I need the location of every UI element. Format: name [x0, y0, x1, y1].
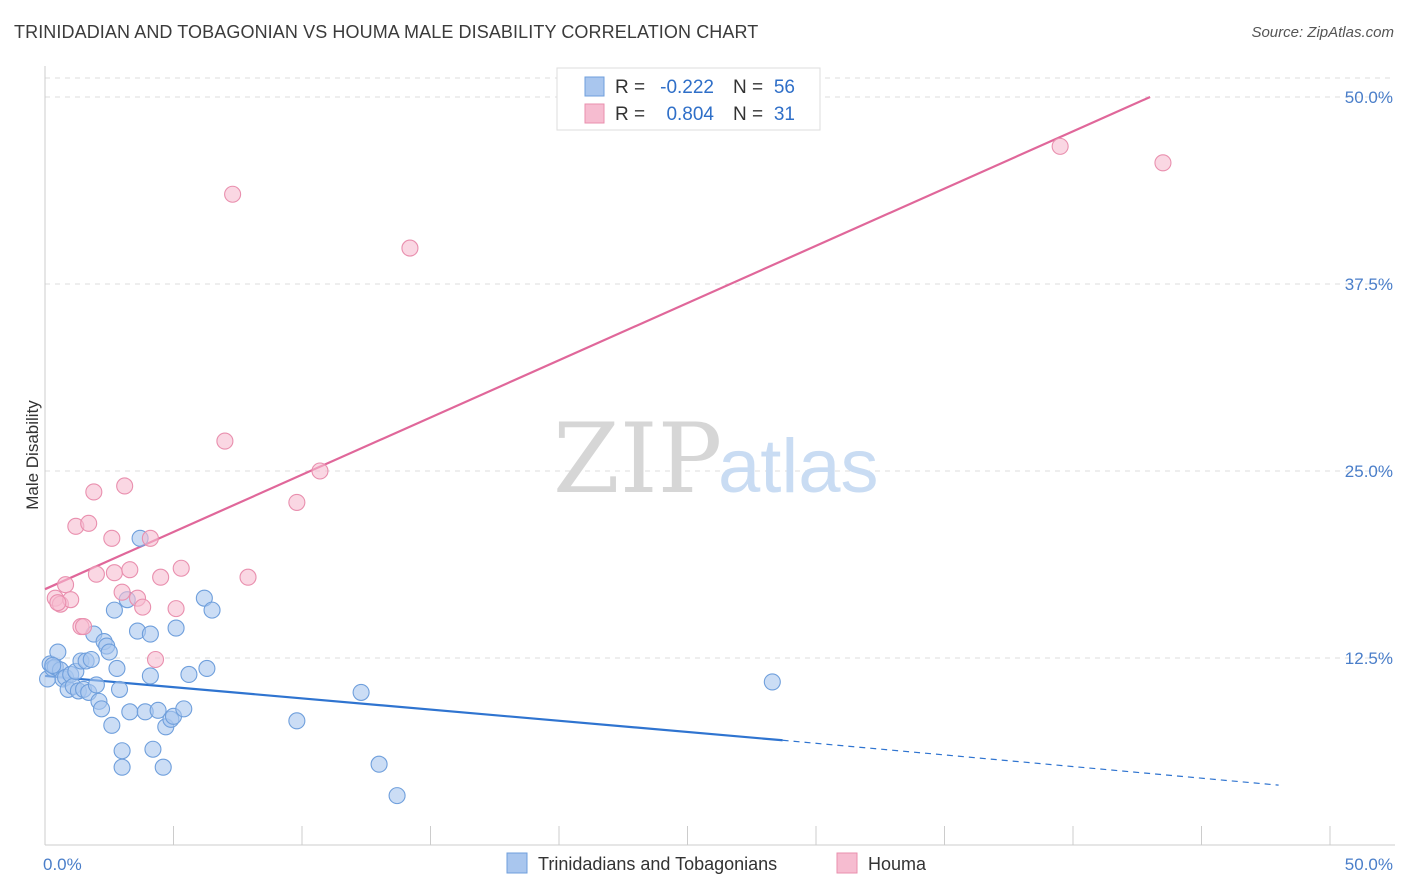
point-houma: [401, 239, 419, 257]
watermark-atlas: atlas: [718, 424, 879, 509]
legend-r-value: 0.804: [666, 104, 714, 125]
point-houma: [288, 493, 306, 511]
trend-line-trinidadians: [44, 674, 783, 742]
point-houma: [152, 568, 170, 586]
point-trinidadians: [105, 601, 123, 619]
point-trinidadians: [203, 601, 221, 619]
legend-box: R = -0.222 N = 56 R = 0.804 N = 31: [556, 67, 821, 131]
point-trinidadians: [175, 700, 193, 718]
legend-r-value: -0.222: [660, 77, 714, 98]
legend-n-value: 31: [774, 104, 795, 125]
point-houma: [49, 594, 67, 612]
legend-n-label: N =: [733, 104, 763, 125]
legend-r-label: R =: [615, 77, 645, 98]
point-trinidadians: [288, 712, 306, 730]
legend-swatch: [584, 76, 605, 97]
point-houma: [216, 432, 234, 450]
point-trinidadians: [100, 643, 118, 661]
bottom-legend-label: Trinidadians and Tobagonians: [538, 854, 777, 874]
bottom-legend: Trinidadians and Tobagonians Houma: [506, 852, 927, 874]
point-trinidadians: [92, 700, 111, 718]
point-houma: [1154, 154, 1172, 172]
point-houma: [113, 583, 131, 601]
point-trinidadians: [370, 755, 388, 773]
legend-swatch: [584, 103, 605, 124]
point-houma: [141, 529, 159, 547]
trend-line-houma: [44, 95, 1151, 591]
x-tick-label-max: 50.0%: [1345, 855, 1393, 874]
point-trinidadians: [87, 676, 105, 694]
y-tick-label: 50.0%: [1345, 88, 1393, 107]
legend-r-label: R =: [615, 104, 645, 125]
point-houma: [116, 477, 134, 495]
point-trinidadians: [167, 619, 185, 637]
point-houma: [224, 185, 242, 203]
point-houma: [87, 565, 105, 583]
point-trinidadians: [108, 659, 126, 678]
legend-n-value: 56: [774, 77, 795, 98]
point-houma: [172, 559, 190, 577]
y-tick-label: 37.5%: [1345, 275, 1393, 294]
point-houma: [80, 514, 98, 532]
point-houma: [75, 618, 93, 636]
point-trinidadians: [103, 716, 121, 734]
point-trinidadians: [110, 680, 129, 698]
point-trinidadians: [352, 683, 370, 701]
point-houma: [146, 650, 165, 669]
point-houma: [103, 529, 121, 547]
trend-lines: [44, 95, 1279, 786]
point-trinidadians: [113, 742, 131, 760]
point-houma: [167, 600, 185, 618]
point-houma: [85, 483, 103, 501]
point-houma: [1051, 137, 1069, 155]
point-trinidadians: [180, 665, 198, 684]
point-trinidadians: [388, 787, 406, 805]
point-houma: [239, 568, 257, 586]
y-tick-label: 12.5%: [1345, 649, 1393, 668]
point-houma: [134, 598, 152, 616]
point-houma: [121, 561, 139, 579]
point-trinidadians: [144, 740, 162, 758]
bottom-legend-label: Houma: [868, 854, 927, 874]
watermark-zip: ZIP: [553, 403, 722, 515]
point-trinidadians: [154, 758, 172, 776]
x-tick-label-min: 0.0%: [43, 855, 82, 874]
axes: [44, 66, 1395, 846]
point-trinidadians: [121, 703, 139, 721]
point-trinidadians: [149, 701, 167, 719]
point-trinidadians: [141, 667, 159, 685]
point-trinidadians: [82, 650, 100, 669]
chart-title: TRINIDADIAN AND TOBAGONIAN VS HOUMA MALE…: [14, 22, 759, 42]
point-trinidadians: [44, 656, 62, 675]
point-houma: [57, 576, 75, 594]
point-houma: [105, 564, 123, 582]
point-trinidadians: [763, 673, 781, 691]
point-trinidadians: [113, 758, 131, 776]
trend-line-trinidadians-extension: [782, 739, 1279, 786]
bottom-legend-swatch: [506, 852, 528, 874]
point-trinidadians: [198, 659, 216, 678]
chart-source: Source: ZipAtlas.com: [1251, 24, 1394, 41]
legend-n-label: N =: [733, 77, 763, 98]
point-houma: [311, 462, 329, 480]
point-trinidadians: [195, 589, 213, 607]
y-tick-label: 25.0%: [1345, 462, 1393, 481]
data-points: [39, 137, 1172, 805]
point-trinidadians: [141, 625, 159, 643]
bottom-legend-swatch: [836, 852, 858, 874]
tick-labels: 12.5% 25.0% 37.5% 50.0% 0.0% 50.0%: [43, 88, 1393, 874]
